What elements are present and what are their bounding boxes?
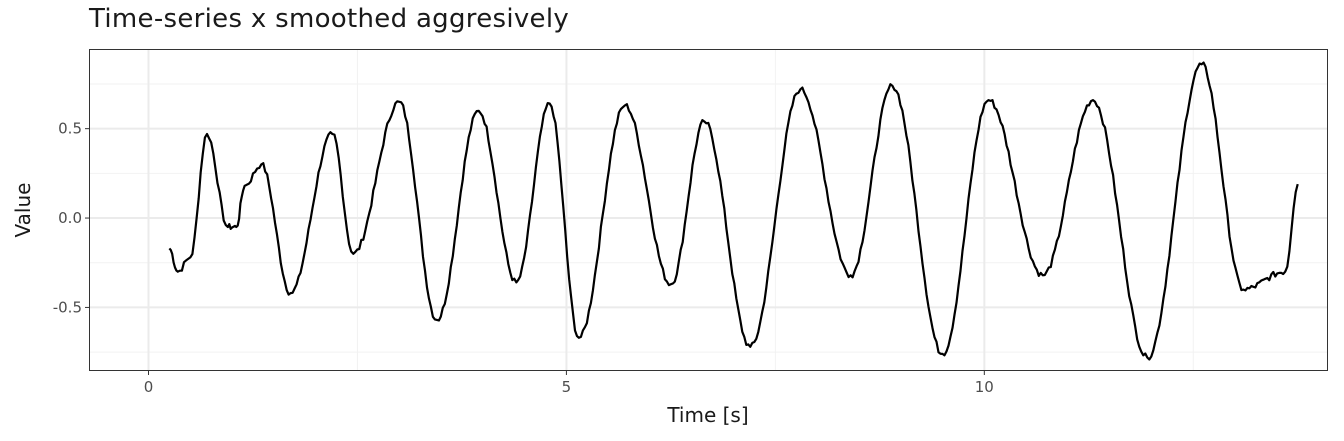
- plot-panel-border: [89, 49, 1328, 371]
- series-line-group: [168, 61, 1299, 361]
- y-axis-title: Value: [11, 183, 35, 238]
- x-tick-label: 0: [144, 378, 154, 396]
- x-tick-label: 10: [975, 378, 994, 396]
- y-tick-label: 0.5: [58, 120, 82, 138]
- grid-lines: [90, 50, 1327, 370]
- y-tick-label: -0.5: [53, 298, 82, 316]
- y-tick-label: 0.0: [58, 209, 82, 227]
- chart-title: Time-series x smoothed aggresively: [89, 4, 570, 34]
- x-tick-label: 5: [562, 378, 572, 396]
- axis-ticks: 0 5 10 -0.5 0.0 0.5: [53, 120, 994, 396]
- x-axis-title: Time [s]: [666, 403, 748, 427]
- series-line: [168, 61, 1299, 361]
